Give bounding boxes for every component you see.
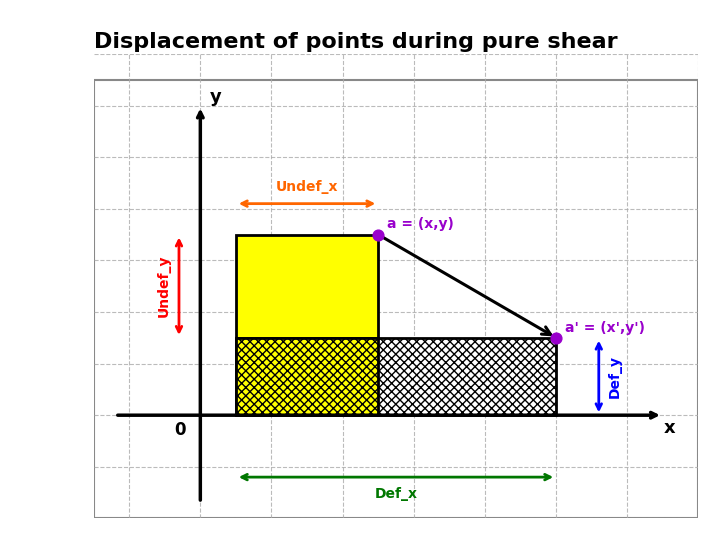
Bar <box>236 338 378 415</box>
Text: x: x <box>664 419 676 437</box>
Text: 0: 0 <box>175 421 186 438</box>
Text: a = (x,y): a = (x,y) <box>387 218 454 232</box>
Text: Def_x: Def_x <box>374 488 418 502</box>
Bar <box>236 234 378 338</box>
Bar <box>236 338 556 415</box>
Text: Undef_x: Undef_x <box>276 180 338 194</box>
Text: Def_y: Def_y <box>608 355 621 398</box>
Point <box>372 230 384 239</box>
Text: Displacement of points during pure shear: Displacement of points during pure shear <box>94 32 617 52</box>
Text: y: y <box>210 87 222 106</box>
Text: a' = (x',y'): a' = (x',y') <box>564 321 644 335</box>
Text: Undef_y: Undef_y <box>156 255 171 318</box>
Point <box>550 334 562 342</box>
